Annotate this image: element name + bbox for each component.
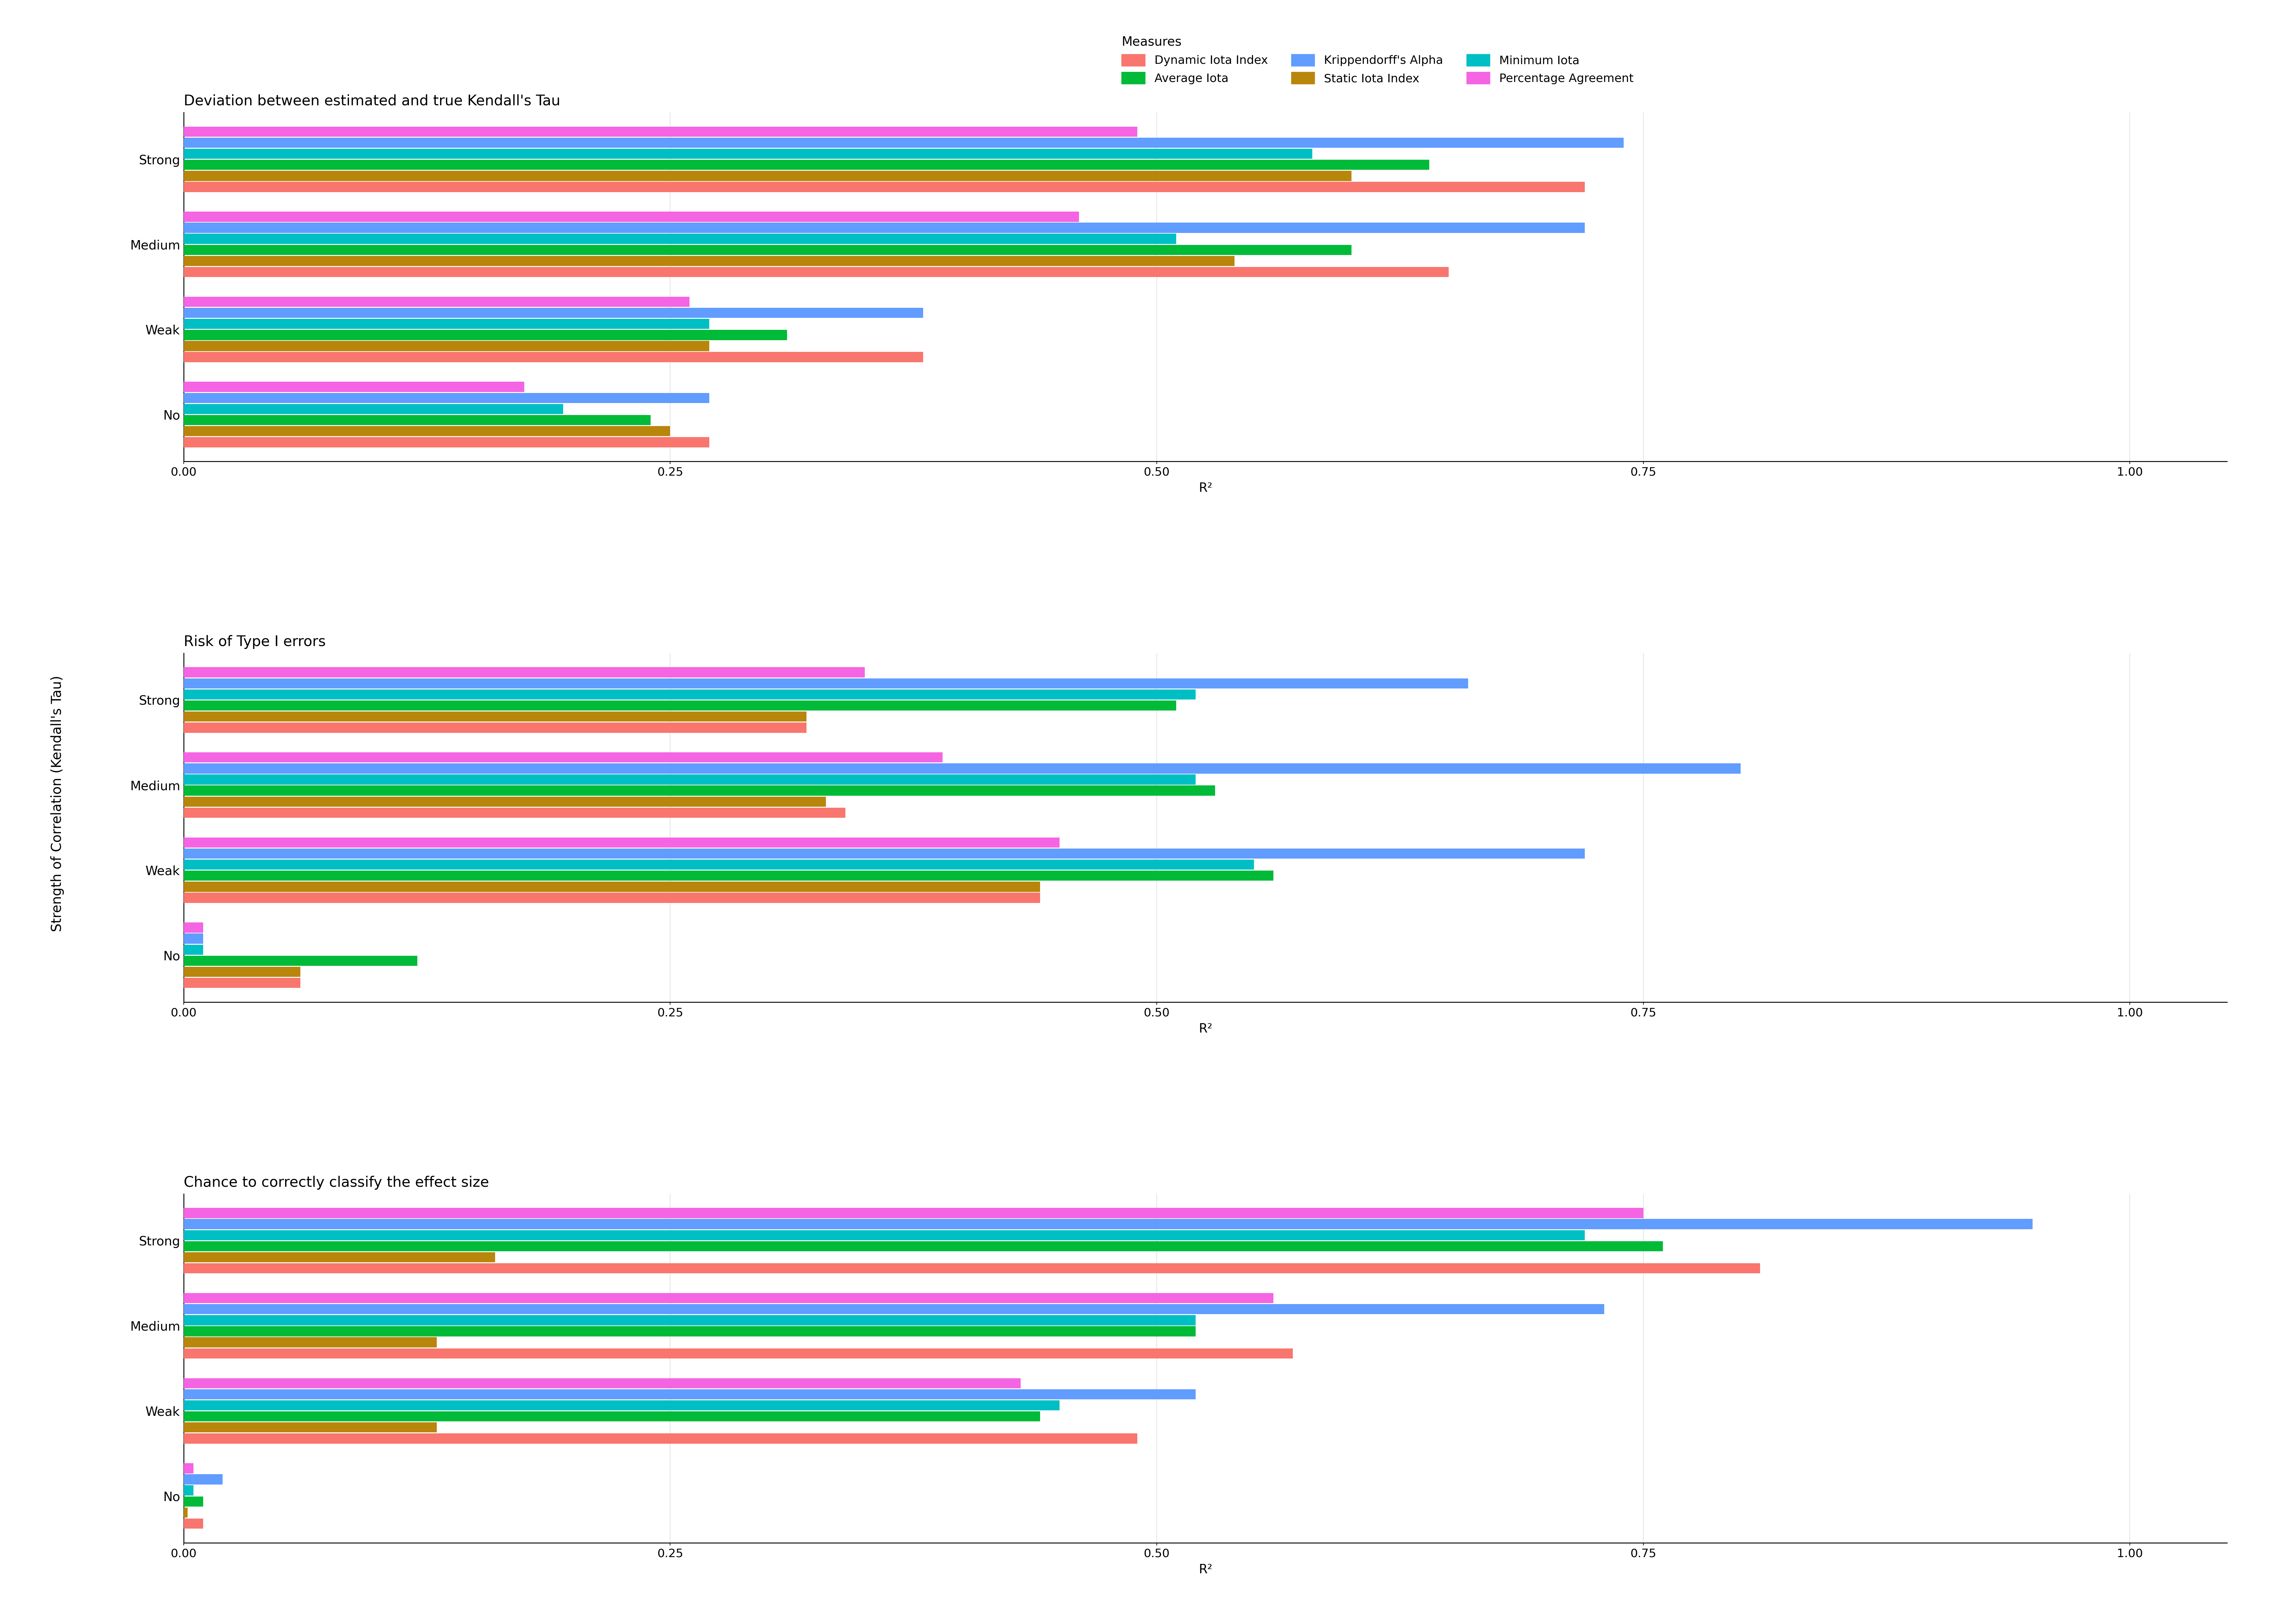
- Bar: [184, 352, 923, 362]
- Bar: [184, 182, 1584, 191]
- Bar: [184, 860, 1254, 869]
- Bar: [184, 1485, 193, 1496]
- Bar: [184, 329, 788, 341]
- Bar: [184, 871, 1274, 881]
- Bar: [184, 934, 202, 943]
- Bar: [184, 712, 806, 722]
- Bar: [184, 945, 202, 955]
- Bar: [184, 1220, 2032, 1229]
- Text: Strength of Correlation (Kendall's Tau): Strength of Correlation (Kendall's Tau): [51, 675, 64, 932]
- Bar: [184, 922, 202, 932]
- Bar: [184, 1315, 1196, 1326]
- X-axis label: R²: R²: [1199, 1024, 1212, 1035]
- Bar: [184, 667, 866, 678]
- Bar: [184, 1433, 1137, 1443]
- Bar: [184, 837, 1058, 847]
- Bar: [184, 882, 1040, 892]
- Bar: [184, 1305, 1605, 1315]
- Bar: [184, 426, 670, 435]
- Bar: [184, 1241, 1662, 1252]
- Bar: [184, 170, 1352, 182]
- Bar: [184, 341, 709, 350]
- Bar: [184, 1294, 1274, 1303]
- Text: Risk of Type I errors: Risk of Type I errors: [184, 635, 326, 649]
- Bar: [184, 1379, 1019, 1388]
- Bar: [184, 701, 1176, 710]
- Bar: [184, 437, 709, 447]
- Bar: [184, 392, 709, 403]
- Bar: [184, 267, 1449, 276]
- X-axis label: R²: R²: [1199, 1564, 1212, 1576]
- Bar: [184, 1229, 1584, 1241]
- Bar: [184, 1263, 1761, 1273]
- Bar: [184, 1337, 436, 1347]
- Bar: [184, 415, 650, 426]
- Bar: [184, 1474, 223, 1485]
- Bar: [184, 318, 709, 329]
- Bar: [184, 967, 301, 977]
- Text: Deviation between estimated and true Kendall's Tau: Deviation between estimated and true Ken…: [184, 95, 560, 108]
- Bar: [184, 127, 1137, 137]
- Bar: [184, 797, 827, 807]
- Text: Chance to correctly classify the effect size: Chance to correctly classify the effect …: [184, 1176, 489, 1189]
- Bar: [184, 138, 1623, 148]
- Bar: [184, 848, 1584, 858]
- Bar: [184, 763, 1740, 773]
- Bar: [184, 1422, 436, 1432]
- Bar: [184, 1507, 188, 1517]
- Bar: [184, 1464, 193, 1474]
- Bar: [184, 775, 1196, 784]
- Bar: [184, 723, 806, 733]
- Bar: [184, 212, 1079, 222]
- Bar: [184, 893, 1040, 903]
- Bar: [184, 403, 563, 415]
- X-axis label: R²: R²: [1199, 482, 1212, 495]
- Bar: [184, 752, 944, 762]
- Bar: [184, 977, 301, 988]
- Bar: [184, 256, 1235, 267]
- Bar: [184, 244, 1352, 256]
- Bar: [184, 233, 1176, 244]
- Bar: [184, 689, 1196, 699]
- Bar: [184, 1208, 1644, 1218]
- Bar: [184, 956, 418, 966]
- Bar: [184, 223, 1584, 233]
- Bar: [184, 678, 1467, 688]
- Bar: [184, 309, 923, 318]
- Bar: [184, 159, 1428, 170]
- Bar: [184, 1411, 1040, 1422]
- Bar: [184, 1252, 496, 1263]
- Bar: [184, 382, 523, 392]
- Bar: [184, 297, 689, 307]
- Legend: Dynamic Iota Index, Average Iota, Krippendorff's Alpha, Static Iota Index, Minim: Dynamic Iota Index, Average Iota, Krippe…: [1116, 31, 1639, 90]
- Bar: [184, 1496, 202, 1506]
- Bar: [184, 1519, 202, 1528]
- Bar: [184, 149, 1313, 159]
- Bar: [184, 1348, 1293, 1358]
- Bar: [184, 808, 845, 818]
- Bar: [184, 1400, 1058, 1411]
- Bar: [184, 1388, 1196, 1400]
- Bar: [184, 1326, 1196, 1337]
- Bar: [184, 786, 1215, 795]
